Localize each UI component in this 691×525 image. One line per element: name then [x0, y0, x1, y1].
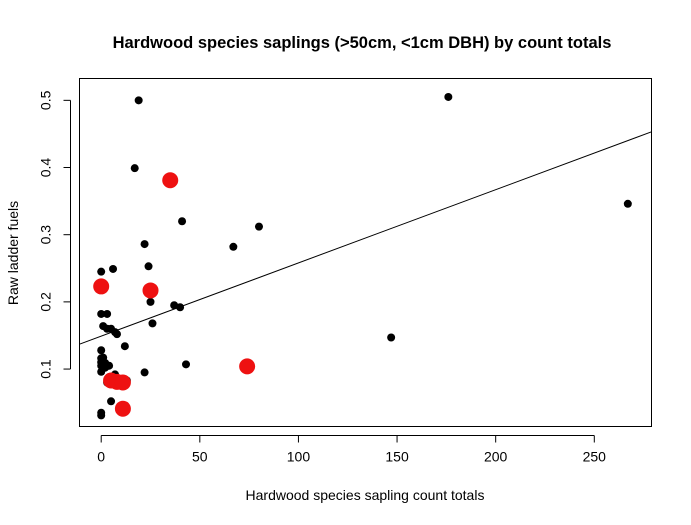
- data-point-black: [105, 361, 114, 370]
- data-point-black: [176, 303, 185, 312]
- data-point-black: [140, 240, 149, 249]
- y-tick-label: 0.2: [38, 292, 54, 312]
- data-point-black: [97, 346, 106, 355]
- data-point-black: [140, 368, 149, 377]
- data-point-black: [146, 297, 155, 306]
- data-point-black: [254, 222, 263, 231]
- y-tick-label: 0.4: [38, 158, 54, 178]
- data-point-black: [229, 242, 238, 251]
- x-axis-label: Hardwood species sapling count totals: [246, 487, 485, 503]
- y-axis: 0.1 0.2 0.3 0.4 0.5: [38, 90, 71, 379]
- data-point-black: [144, 262, 153, 271]
- data-point-red: [114, 400, 131, 417]
- data-point-black: [178, 217, 187, 226]
- data-point-black: [444, 92, 453, 101]
- data-point-red: [239, 358, 256, 375]
- y-axis-label: Raw ladder fuels: [5, 201, 21, 305]
- data-point-black: [97, 411, 106, 420]
- data-point-black: [120, 342, 129, 351]
- data-point-black: [148, 319, 157, 328]
- y-tick-label: 0.3: [38, 225, 54, 245]
- x-tick-label: 100: [287, 449, 311, 465]
- x-tick-label: 50: [192, 449, 208, 465]
- data-point-black: [107, 397, 116, 406]
- data-point-black: [623, 199, 632, 208]
- y-tick-label: 0.5: [38, 90, 54, 110]
- y-tick-label: 0.1: [38, 359, 54, 379]
- data-point-black: [182, 360, 191, 369]
- data-point-red: [114, 374, 131, 391]
- chart-title: Hardwood species saplings (>50cm, <1cm D…: [113, 34, 612, 52]
- data-point-black: [103, 309, 112, 318]
- data-point-black: [109, 264, 118, 273]
- plot-frame: [79, 78, 652, 427]
- data-point-black: [130, 164, 139, 173]
- data-point-black: [112, 330, 121, 339]
- x-tick-label: 0: [97, 449, 105, 465]
- data-point-black: [97, 267, 106, 276]
- data-point-black: [387, 333, 396, 342]
- x-tick-label: 150: [385, 449, 409, 465]
- data-points: [93, 92, 632, 420]
- x-tick-label: 200: [484, 449, 508, 465]
- regression-line: [79, 131, 652, 345]
- data-point-red: [142, 282, 159, 299]
- x-axis: 0 50 100 150 200 250: [97, 435, 607, 465]
- data-point-red: [162, 172, 179, 189]
- data-point-red: [93, 278, 110, 295]
- x-tick-label: 250: [583, 449, 607, 465]
- data-point-black: [134, 96, 143, 105]
- data-point-black: [97, 309, 106, 318]
